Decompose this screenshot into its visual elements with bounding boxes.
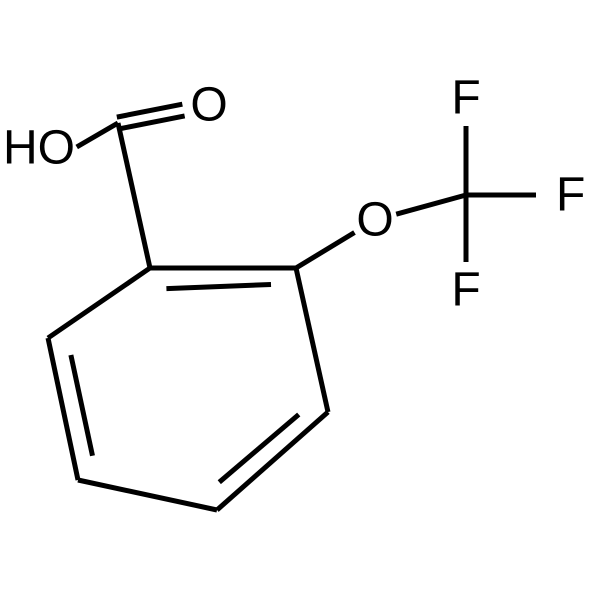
atom-label-f_t: F <box>451 72 480 125</box>
atom-label-f_b: F <box>451 264 480 317</box>
atom-label-o8: O <box>190 79 227 132</box>
atom-label-o9_anchor: HO <box>3 122 75 175</box>
atom-label-f_r: F <box>556 169 585 222</box>
molecule-structure: O HO O F F F <box>0 0 600 600</box>
atom-label-o10: O <box>356 194 393 247</box>
